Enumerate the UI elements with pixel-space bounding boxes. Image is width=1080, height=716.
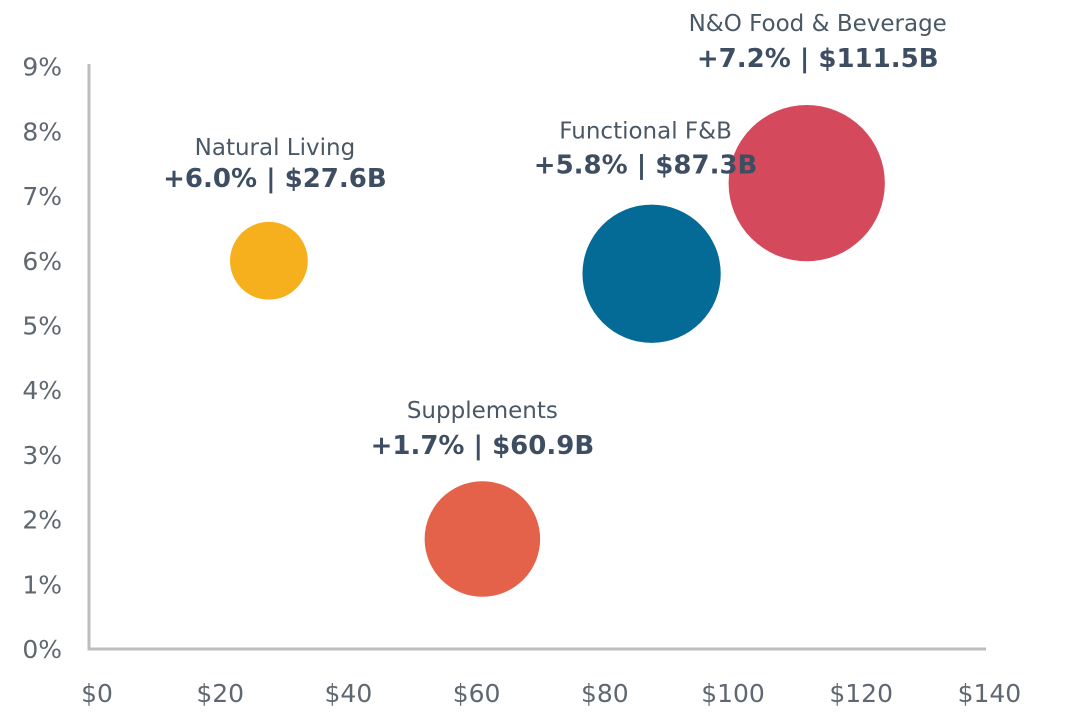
bubble-labels: Natural Living +6.0% | $27.6B Supplements +…: [163, 11, 947, 461]
bubble-value-label: +5.8% | $87.3B: [534, 151, 758, 181]
bubble-name-label: Natural Living: [195, 135, 356, 161]
y-tick-label: 9%: [22, 53, 62, 82]
x-tick-label: $120: [829, 679, 893, 708]
x-tick-label: $140: [958, 679, 1022, 708]
y-tick-label: 7%: [22, 182, 62, 211]
bubble-n-o-food-beverage: [728, 105, 885, 262]
x-tick-label: $80: [581, 679, 629, 708]
bubble-name-label: N&O Food & Beverage: [689, 11, 947, 37]
x-axis-ticks: $0 $20 $40 $60 $80 $100 $120 $140: [81, 679, 1021, 708]
bubble-value-label: +6.0% | $27.6B: [163, 164, 387, 194]
x-tick-label: $100: [701, 679, 765, 708]
y-tick-label: 3%: [22, 441, 62, 470]
bubble-supplements: [424, 481, 541, 597]
y-tick-label: 4%: [22, 376, 62, 405]
y-tick-label: 0%: [22, 635, 62, 664]
y-axis-ticks: 0% 1% 2% 3% 4% 5% 6% 7% 8% 9%: [22, 53, 62, 664]
bubble-functional-f-b: [582, 204, 721, 343]
bubble-name-label: Functional F&B: [559, 119, 732, 145]
y-tick-label: 2%: [22, 506, 62, 535]
y-tick-label: 6%: [22, 247, 62, 276]
x-tick-label: $40: [325, 679, 373, 708]
y-tick-label: 8%: [22, 117, 62, 146]
bubble-value-label: +1.7% | $60.9B: [371, 431, 595, 461]
bubbles-layer: [230, 105, 885, 597]
x-tick-label: $20: [196, 679, 244, 708]
bubble-value-label: +7.2% | $111.5B: [697, 44, 939, 74]
y-tick-label: 1%: [22, 570, 62, 599]
x-tick-label: $60: [453, 679, 501, 708]
bubble-name-label: Supplements: [407, 398, 558, 424]
y-tick-label: 5%: [22, 312, 62, 341]
x-tick-label: $0: [81, 679, 113, 708]
bubble-natural-living: [230, 221, 308, 300]
